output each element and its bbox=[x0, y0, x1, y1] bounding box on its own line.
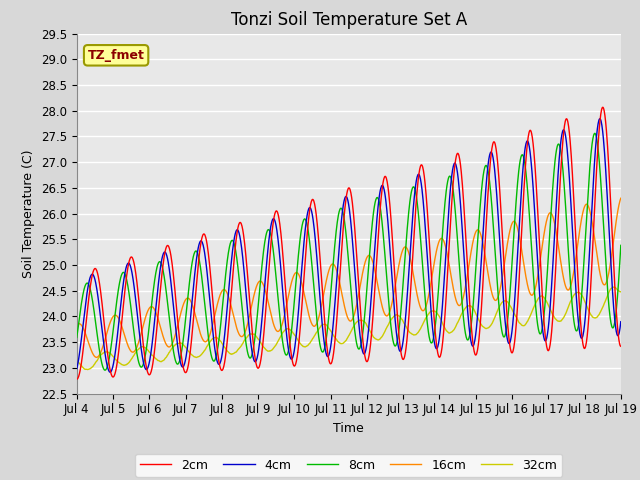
4cm bbox=[73, 366, 81, 372]
16cm bbox=[617, 195, 625, 201]
8cm bbox=[101, 367, 109, 373]
X-axis label: Time: Time bbox=[333, 422, 364, 435]
32cm bbox=[505, 300, 513, 306]
8cm bbox=[195, 252, 202, 258]
16cm bbox=[73, 322, 81, 328]
4cm bbox=[553, 196, 561, 202]
Line: 16cm: 16cm bbox=[77, 198, 621, 357]
16cm bbox=[181, 298, 189, 304]
2cm bbox=[617, 343, 625, 349]
8cm bbox=[181, 323, 189, 328]
16cm bbox=[434, 244, 442, 250]
Y-axis label: Soil Temperature (C): Soil Temperature (C) bbox=[22, 149, 35, 278]
2cm bbox=[180, 369, 188, 374]
32cm bbox=[553, 317, 561, 323]
32cm bbox=[434, 311, 442, 317]
2cm bbox=[255, 365, 262, 371]
4cm bbox=[596, 116, 604, 121]
Legend: 2cm, 4cm, 8cm, 16cm, 32cm: 2cm, 4cm, 8cm, 16cm, 32cm bbox=[135, 454, 563, 477]
Line: 32cm: 32cm bbox=[77, 287, 621, 370]
2cm bbox=[194, 266, 202, 272]
32cm bbox=[84, 367, 92, 372]
2cm bbox=[73, 376, 81, 382]
4cm bbox=[505, 340, 513, 346]
8cm bbox=[505, 308, 513, 314]
Line: 4cm: 4cm bbox=[77, 119, 621, 372]
Line: 2cm: 2cm bbox=[77, 107, 621, 379]
32cm bbox=[610, 284, 618, 290]
4cm bbox=[195, 245, 202, 251]
8cm bbox=[591, 131, 598, 136]
4cm bbox=[255, 344, 263, 350]
2cm bbox=[433, 346, 441, 352]
2cm bbox=[599, 104, 607, 110]
4cm bbox=[106, 369, 114, 375]
8cm bbox=[255, 294, 263, 300]
32cm bbox=[617, 289, 625, 295]
8cm bbox=[617, 242, 625, 248]
8cm bbox=[553, 147, 561, 153]
16cm bbox=[195, 323, 202, 329]
16cm bbox=[505, 235, 513, 240]
32cm bbox=[195, 354, 202, 360]
16cm bbox=[553, 231, 561, 237]
Text: TZ_fmet: TZ_fmet bbox=[88, 49, 145, 62]
32cm bbox=[73, 359, 81, 364]
4cm bbox=[181, 360, 189, 365]
8cm bbox=[434, 300, 442, 306]
32cm bbox=[181, 344, 189, 349]
8cm bbox=[73, 335, 81, 340]
16cm bbox=[255, 279, 263, 285]
4cm bbox=[617, 319, 625, 324]
Title: Tonzi Soil Temperature Set A: Tonzi Soil Temperature Set A bbox=[230, 11, 467, 29]
4cm bbox=[434, 345, 442, 350]
Line: 8cm: 8cm bbox=[77, 133, 621, 370]
32cm bbox=[255, 337, 263, 343]
2cm bbox=[552, 256, 560, 262]
16cm bbox=[93, 354, 100, 360]
2cm bbox=[504, 327, 512, 333]
